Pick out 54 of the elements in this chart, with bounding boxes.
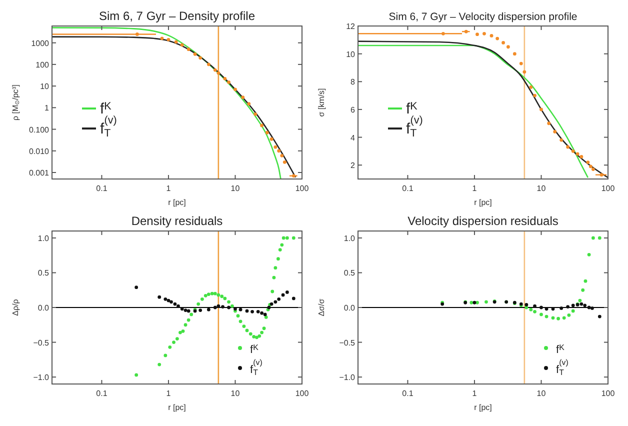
legend-label: f$^{K}$: [250, 342, 260, 356]
y-tick-label: 4: [350, 133, 356, 142]
y-axis-title: Δρ/ρ: [11, 298, 20, 316]
x-axis-title: r [pc]: [168, 198, 186, 207]
y-tick-label: 10: [40, 82, 50, 92]
y-tick-label: 12: [346, 22, 356, 31]
y-tick-label: 0.5: [344, 268, 356, 278]
x-tick-label: 1: [472, 389, 478, 398]
y-tick-label: 6: [350, 105, 356, 114]
x-tick-label: 0.1: [402, 184, 414, 193]
y-tick-label: 0.100: [28, 125, 50, 134]
x-tick-label: 100: [601, 389, 616, 398]
y-tick-label: −1.0: [339, 373, 356, 382]
x-tick-label: 0.1: [96, 389, 108, 398]
x-tick-label: 10: [536, 389, 546, 398]
y-tick-label: 100: [36, 60, 50, 70]
y-axis-title: Δσ/σ: [317, 298, 326, 316]
x-axis-title: r [pc]: [474, 403, 492, 412]
x-tick-label: 100: [295, 184, 310, 193]
x-tick-label: 1: [472, 184, 478, 193]
y-tick-label: 1.0: [38, 234, 50, 243]
legend-label: f$^{K}$: [556, 342, 566, 356]
chart-title: Sim 6, 7 Gyr – Density profile: [98, 9, 256, 23]
x-tick-label: 10: [230, 389, 240, 398]
y-tick-label: 0.001: [28, 168, 50, 178]
legend-label: f$^{K}$: [100, 100, 112, 118]
y-tick-label: 1.0: [344, 234, 356, 243]
y-tick-label: 0.0: [38, 304, 50, 312]
x-axis-title: r [pc]: [474, 198, 492, 207]
y-tick-label: 10: [346, 50, 356, 59]
y-tick-label: 1: [44, 104, 50, 113]
chart-title: Density residuals: [131, 214, 223, 228]
x-tick-label: 0.1: [96, 184, 108, 193]
x-tick-label: 10: [230, 184, 240, 193]
x-tick-label: 10: [536, 184, 546, 193]
y-axis-title: σ [km/s]: [317, 88, 326, 117]
y-tick-label: 8: [350, 78, 356, 87]
y-tick-label: −0.5: [33, 338, 50, 348]
x-axis-title: r [pc]: [168, 403, 186, 412]
x-tick-label: 100: [295, 389, 310, 398]
x-tick-label: 100: [601, 184, 616, 193]
y-tick-label: 2: [350, 161, 356, 170]
y-tick-label: 0.010: [28, 146, 50, 156]
x-tick-label: 1: [166, 184, 172, 193]
x-tick-label: 0.1: [402, 389, 414, 398]
legend-label: f$^{K}$: [406, 100, 418, 118]
x-tick-label: 1: [166, 389, 172, 398]
y-tick-label: −1.0: [33, 373, 50, 382]
y-tick-label: 0.5: [38, 268, 50, 278]
chart-title: Sim 6, 7 Gyr – Velocity dispersion profile: [388, 11, 578, 23]
chart-title: Velocity dispersion residuals: [408, 214, 558, 228]
y-tick-label: 0.0: [344, 304, 356, 312]
y-tick-label: 1000: [31, 38, 50, 48]
y-tick-label: −0.5: [339, 338, 356, 348]
